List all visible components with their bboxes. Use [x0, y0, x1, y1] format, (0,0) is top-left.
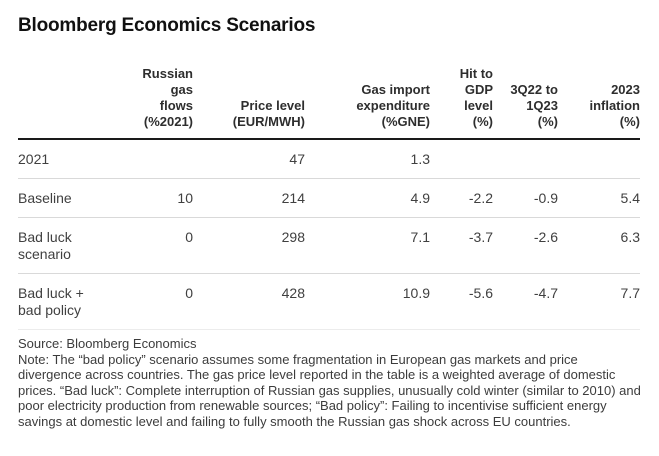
column-header-hit-to-gdp-level: Hit to GDP level (%) — [459, 66, 493, 129]
table-row-bad-luck-bad-policy: Bad luck + bad policy 0 428 10.9 -5.6 -4… — [18, 274, 640, 330]
row-label: 2021 — [18, 151, 50, 167]
table-row-baseline: Baseline 10 214 4.9 -2.2 -0.9 5.4 — [18, 179, 640, 218]
cell-value: 0 — [185, 229, 193, 245]
cell-value: 5.4 — [620, 190, 640, 206]
cell-value: 4.9 — [410, 190, 430, 206]
source-line: Source: Bloomberg Economics — [18, 336, 197, 351]
cell-value: 214 — [281, 190, 305, 206]
cell-value: 47 — [289, 151, 305, 167]
cell-value — [118, 139, 193, 179]
figure-footer: Source: Bloomberg Economics Note: The “b… — [18, 336, 643, 429]
row-label: Bad luck scenario — [18, 229, 72, 262]
cell-value: 6.3 — [620, 229, 640, 245]
cell-value: 298 — [281, 229, 305, 245]
cell-value: -5.6 — [468, 285, 493, 301]
cell-value: -2.2 — [468, 190, 493, 206]
header-row: Russian gas flows (%2021) Price level (E… — [18, 40, 640, 139]
column-header-scenario — [18, 40, 118, 139]
cell-value: -0.9 — [533, 190, 558, 206]
row-label: Baseline — [18, 190, 72, 206]
cell-value — [493, 139, 558, 179]
cell-value — [558, 139, 640, 179]
cell-value: -3.7 — [468, 229, 493, 245]
note-text: Note: The “bad policy” scenario assumes … — [18, 351, 641, 429]
column-header-price-level: Price level (EUR/MWH) — [232, 98, 305, 129]
cell-value: 1.3 — [410, 151, 430, 167]
cell-value: 428 — [281, 285, 305, 301]
scenarios-table: Russian gas flows (%2021) Price level (E… — [18, 40, 640, 330]
column-header-gas-import-expenditure: Gas import expenditure (%GNE) — [356, 82, 430, 129]
cell-value: 7.7 — [620, 285, 640, 301]
table-row-bad-luck-scenario: Bad luck scenario 0 298 7.1 -3.7 -2.6 6.… — [18, 218, 640, 274]
row-label: Bad luck + bad policy — [18, 285, 84, 318]
page-title: Bloomberg Economics Scenarios — [18, 15, 316, 36]
cell-value: -2.6 — [533, 229, 558, 245]
table-row-2021: 2021 47 1.3 — [18, 139, 640, 179]
cell-value: 10.9 — [402, 285, 430, 301]
cell-value: -4.7 — [533, 285, 558, 301]
cell-value: 0 — [185, 285, 193, 301]
cell-value — [430, 139, 493, 179]
column-header-3q22-to-1q23: 3Q22 to 1Q23 (%) — [510, 82, 558, 129]
column-header-russian-gas-flows: Russian gas flows (%2021) — [142, 66, 193, 129]
cell-value: 7.1 — [410, 229, 430, 245]
cell-value: 10 — [177, 190, 193, 206]
column-header-2023-inflation: 2023 inflation (%) — [589, 82, 640, 129]
